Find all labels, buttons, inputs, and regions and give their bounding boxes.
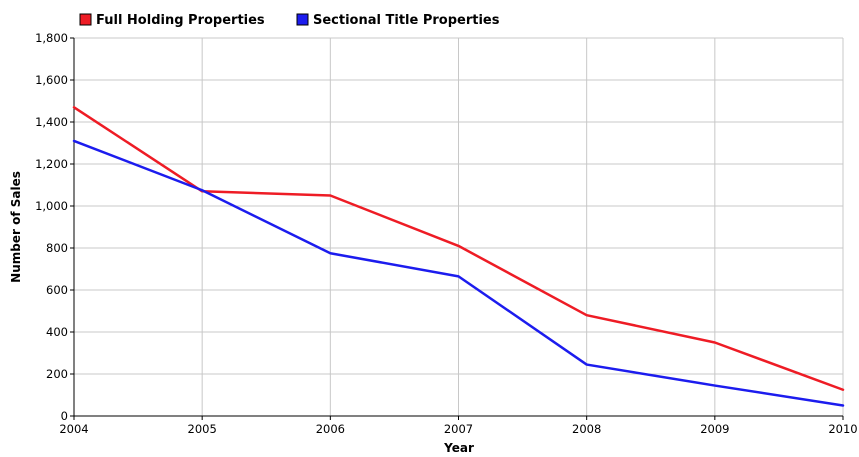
legend-swatch-full-holding xyxy=(79,13,92,26)
x-tick-label: 2006 xyxy=(316,422,345,436)
y-tick-label: 600 xyxy=(46,283,68,297)
legend: Full Holding Properties Sectional Title … xyxy=(79,13,500,28)
legend-item-full-holding[interactable]: Full Holding Properties xyxy=(79,13,265,28)
x-tick-label: 2009 xyxy=(700,422,729,436)
x-tick-label: 2005 xyxy=(188,422,217,436)
y-tick-label: 400 xyxy=(46,325,68,339)
legend-swatch-sectional-title xyxy=(296,13,309,26)
legend-label-sectional-title: Sectional Title Properties xyxy=(313,13,500,28)
x-tick-label: 2004 xyxy=(59,422,88,436)
y-tick-label: 200 xyxy=(46,367,68,381)
y-tick-label: 1,400 xyxy=(35,115,68,129)
x-axis-ticks: 2004 2005 2006 2007 2008 2009 2010 xyxy=(59,416,858,436)
y-tick-label: 1,000 xyxy=(35,199,68,213)
x-tick-label: 2010 xyxy=(828,422,857,436)
series-lines xyxy=(72,106,845,407)
x-tick-label: 2007 xyxy=(444,422,473,436)
legend-item-sectional-title[interactable]: Sectional Title Properties xyxy=(296,13,500,28)
gridlines xyxy=(74,37,844,416)
x-axis-title: Year xyxy=(443,441,474,455)
x-tick-label: 2008 xyxy=(572,422,601,436)
y-tick-label: 1,600 xyxy=(35,73,68,87)
y-axis-ticks: 0 200 400 600 800 1,000 1,200 1,400 1,600 1,800 xyxy=(35,31,74,423)
legend-label-full-holding: Full Holding Properties xyxy=(96,13,265,28)
y-tick-label: 0 xyxy=(61,409,68,423)
y-tick-label: 1,200 xyxy=(35,157,68,171)
y-tick-label: 800 xyxy=(46,241,68,255)
y-tick-label: 1,800 xyxy=(35,31,68,45)
y-axis-title: Number of Sales xyxy=(9,171,23,283)
